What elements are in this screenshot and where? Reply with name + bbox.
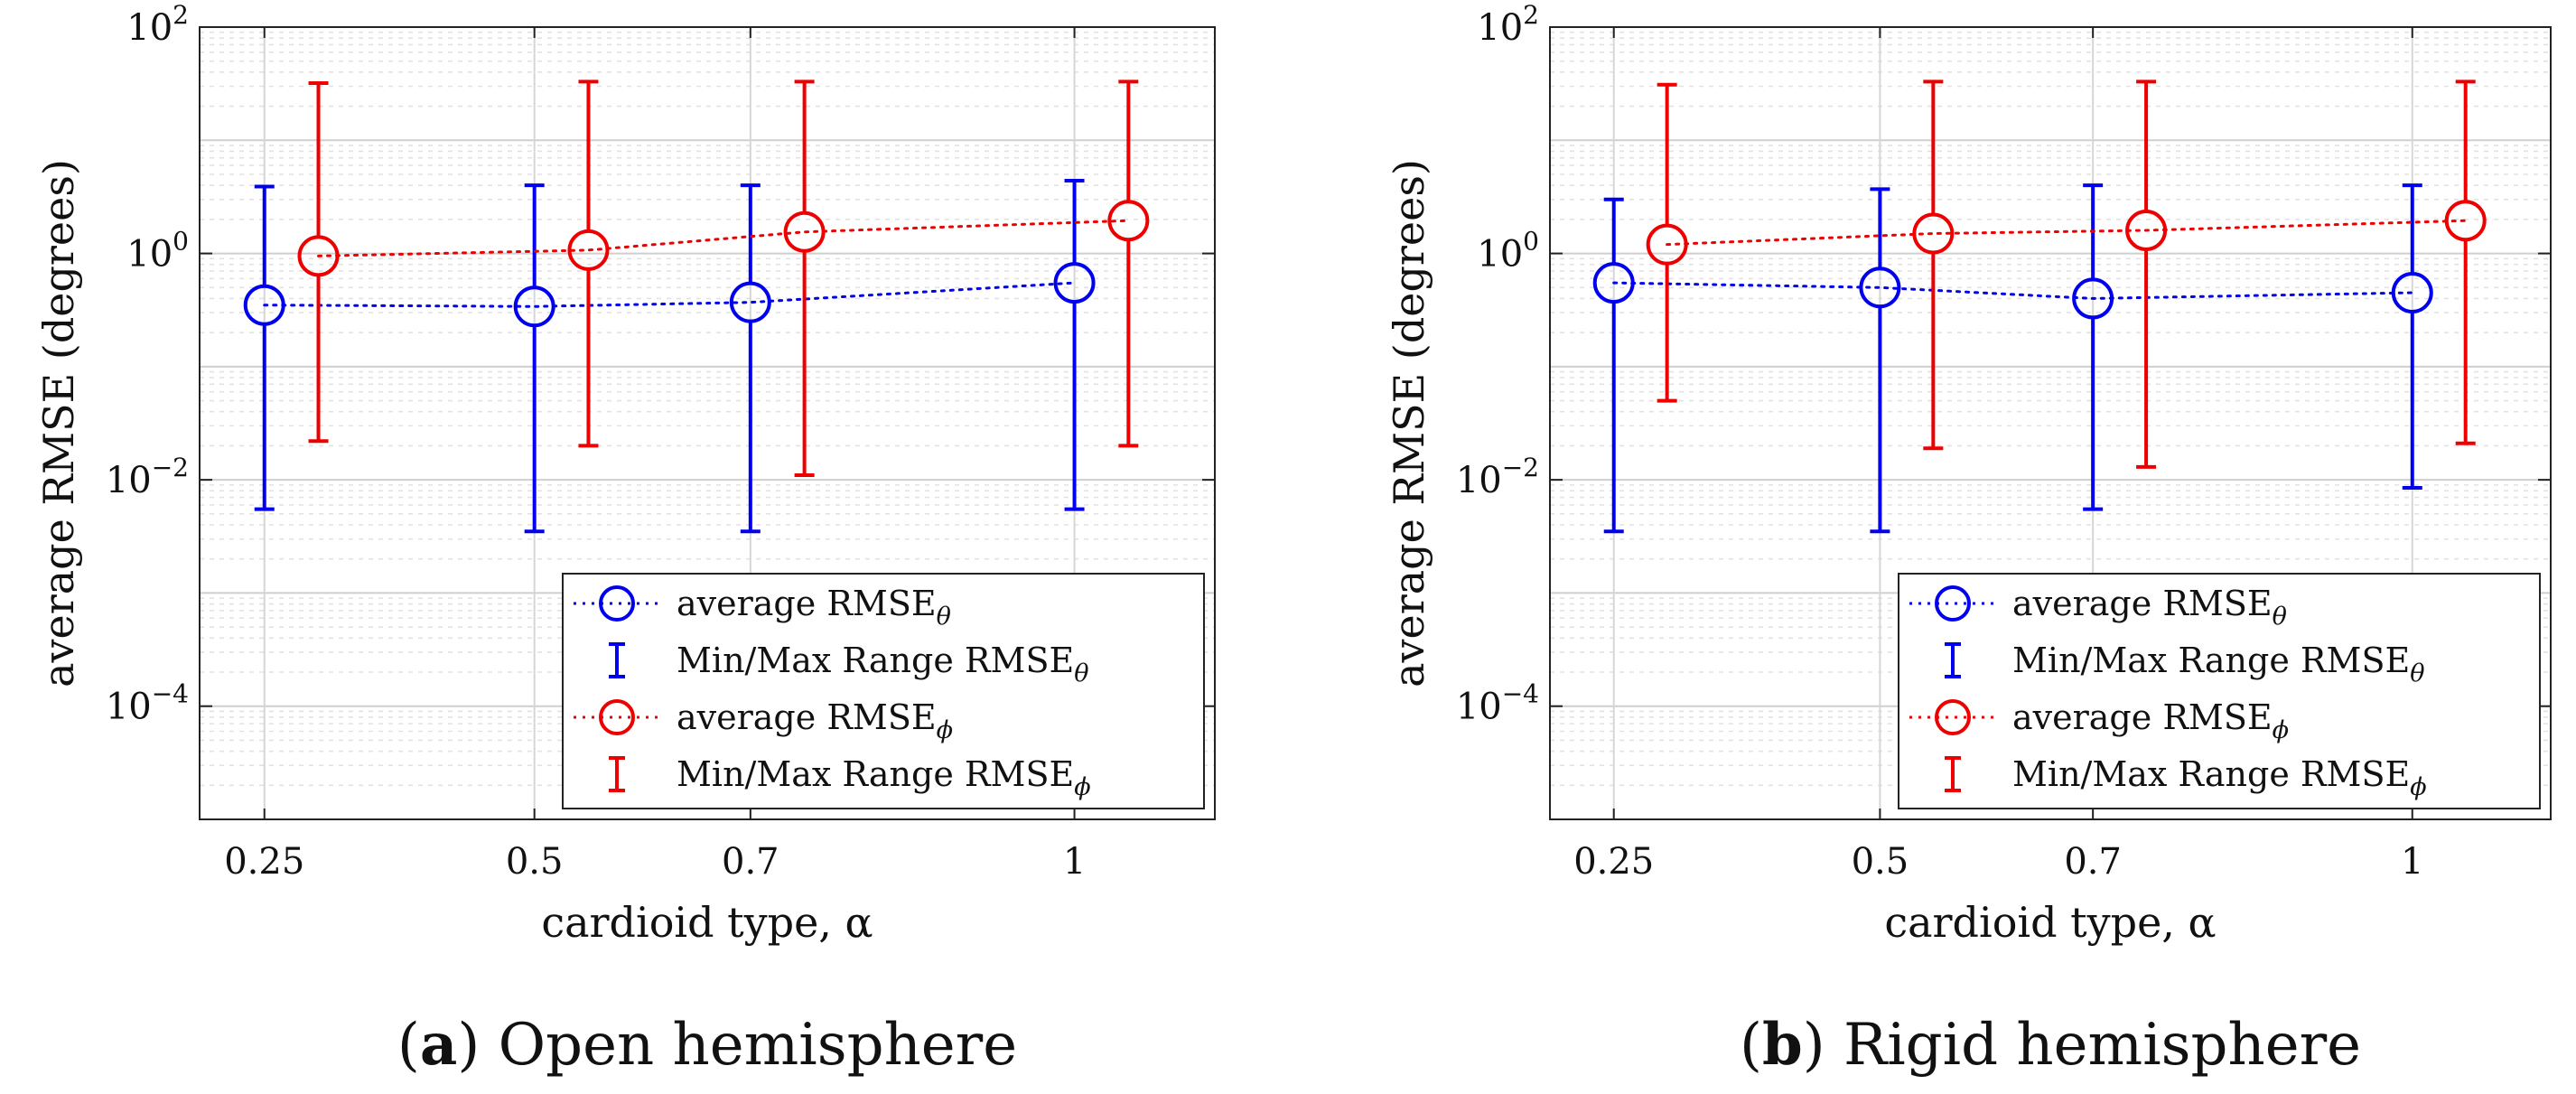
x-tick-label: 1 (1063, 841, 1086, 883)
data-point (2444, 200, 2487, 242)
y-tick-label: 102 (1477, 0, 1539, 49)
series-line (317, 219, 1130, 257)
legend-box (1898, 573, 2541, 809)
data-point (1859, 266, 1901, 309)
y-tick-label: 10−4 (106, 679, 189, 728)
legend: average RMSEθ Min/Max Range RMSEθ average … (1898, 573, 2541, 809)
panel-caption: (b) Rigid hemisphere (1740, 1011, 2361, 1079)
data-point (2072, 277, 2114, 320)
x-axis-label: cardioid type, α (1884, 898, 2216, 947)
data-point (567, 229, 610, 271)
data-point (1107, 200, 1150, 242)
axes-box (199, 26, 1216, 820)
y-tick-label: 102 (126, 0, 189, 49)
chart-panel-a: 0.25 0.5 0.7 1 10−4 10−2 100 102 cardioid type, … (34, 0, 1216, 1079)
data-point (1646, 223, 1688, 266)
y-tick-label: 10−2 (106, 453, 189, 501)
legend-label: average RMSEθ (2012, 584, 2287, 631)
legend-label: Min/Max Range RMSEϕ (2012, 754, 2427, 801)
x-axis-label: cardioid type, α (541, 898, 873, 947)
series-line (263, 281, 1077, 308)
data-point (2391, 272, 2433, 314)
legend: average RMSEθ Min/Max Range RMSEθ average … (562, 573, 1205, 809)
x-tick-label: 0.25 (1573, 841, 1654, 883)
data-point (513, 285, 555, 328)
y-axis-label: average RMSE (degrees) (34, 159, 83, 687)
x-tick-label: 0.25 (224, 841, 304, 883)
data-point (297, 235, 340, 277)
series-RMSE_phi (297, 79, 1150, 477)
series-line (1612, 281, 2414, 300)
series-RMSE_phi (1646, 79, 2487, 469)
legend-label: average RMSEθ (677, 584, 951, 631)
data-point (1912, 212, 1955, 255)
legend-label: Min/Max Range RMSEθ (2012, 641, 2424, 687)
legend-label: average RMSEϕ (2012, 697, 2289, 744)
legend-marker (1935, 585, 1971, 622)
axes-box (1549, 26, 2552, 820)
legend-marker (1935, 699, 1971, 735)
legend-label: Min/Max Range RMSEϕ (677, 754, 1091, 801)
series-line (1666, 219, 2468, 247)
data-point (729, 281, 771, 323)
y-tick-label: 100 (1477, 227, 1539, 276)
y-tick-label: 10−4 (1456, 679, 1539, 728)
x-tick-label: 0.5 (1852, 841, 1909, 883)
chart-panel-b: 0.25 0.5 0.7 1 10−4 10−2 100 102 cardioid type, … (1385, 0, 2552, 1079)
data-point (243, 284, 285, 326)
data-point (1592, 262, 1635, 304)
legend-box (562, 573, 1205, 809)
data-point (783, 210, 826, 253)
y-axis-label: average RMSE (degrees) (1385, 159, 1433, 687)
series-RMSE_theta (243, 178, 1096, 534)
x-tick-label: 0.7 (2064, 841, 2122, 883)
data-point (2125, 209, 2168, 251)
legend-label: Min/Max Range RMSEθ (677, 641, 1088, 687)
legend-label: average RMSEϕ (677, 697, 953, 744)
panel-caption: (a) Open hemisphere (397, 1011, 1017, 1079)
series-RMSE_theta (1592, 183, 2433, 534)
y-tick-label: 100 (126, 227, 189, 276)
data-point (1053, 262, 1096, 304)
x-tick-label: 0.7 (722, 841, 779, 883)
x-tick-label: 1 (2401, 841, 2423, 883)
y-tick-label: 10−2 (1456, 453, 1539, 501)
x-tick-label: 0.5 (506, 841, 564, 883)
legend-marker (599, 585, 635, 622)
legend-marker (599, 699, 635, 735)
